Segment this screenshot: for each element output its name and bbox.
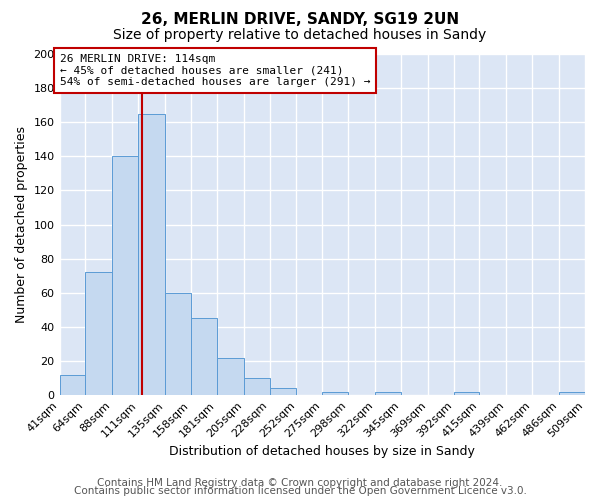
Bar — [191, 318, 217, 395]
Bar — [244, 378, 269, 395]
Bar — [217, 358, 244, 395]
Bar — [165, 293, 191, 395]
Text: 26 MERLIN DRIVE: 114sqm
← 45% of detached houses are smaller (241)
54% of semi-d: 26 MERLIN DRIVE: 114sqm ← 45% of detache… — [59, 54, 370, 87]
Bar — [322, 392, 348, 395]
Bar — [454, 392, 479, 395]
Y-axis label: Number of detached properties: Number of detached properties — [15, 126, 28, 323]
Bar — [375, 392, 401, 395]
Bar — [59, 374, 85, 395]
Bar — [269, 388, 296, 395]
Text: Contains public sector information licensed under the Open Government Licence v3: Contains public sector information licen… — [74, 486, 526, 496]
X-axis label: Distribution of detached houses by size in Sandy: Distribution of detached houses by size … — [169, 444, 475, 458]
Bar — [112, 156, 138, 395]
Bar — [85, 272, 112, 395]
Text: Size of property relative to detached houses in Sandy: Size of property relative to detached ho… — [113, 28, 487, 42]
Text: Contains HM Land Registry data © Crown copyright and database right 2024.: Contains HM Land Registry data © Crown c… — [97, 478, 503, 488]
Text: 26, MERLIN DRIVE, SANDY, SG19 2UN: 26, MERLIN DRIVE, SANDY, SG19 2UN — [141, 12, 459, 28]
Bar — [559, 392, 585, 395]
Bar — [138, 114, 165, 395]
